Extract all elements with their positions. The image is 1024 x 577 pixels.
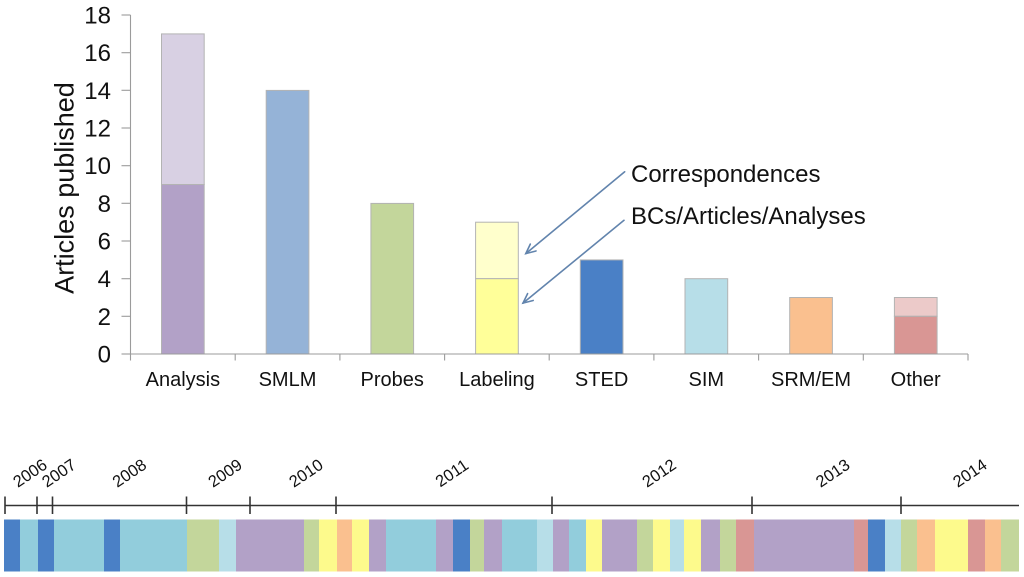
svg-text:0: 0 — [98, 342, 111, 369]
svg-text:BCs/Articles/Analyses: BCs/Articles/Analyses — [631, 203, 866, 230]
svg-text:8: 8 — [98, 191, 111, 218]
svg-text:2013: 2013 — [813, 456, 854, 491]
svg-text:Labeling: Labeling — [459, 369, 535, 391]
svg-text:2011: 2011 — [432, 456, 471, 491]
svg-text:Other: Other — [891, 369, 941, 391]
svg-text:10: 10 — [84, 153, 111, 180]
svg-text:STED: STED — [575, 369, 628, 391]
svg-text:2009: 2009 — [205, 456, 246, 491]
svg-text:4: 4 — [98, 266, 111, 293]
svg-text:2014: 2014 — [950, 456, 991, 491]
svg-text:2: 2 — [98, 304, 111, 331]
svg-text:16: 16 — [84, 40, 111, 67]
svg-text:18: 18 — [84, 3, 111, 30]
svg-text:Articles published: Articles published — [50, 82, 80, 294]
svg-text:SMLM: SMLM — [259, 369, 317, 391]
svg-text:6: 6 — [98, 229, 111, 256]
svg-text:2008: 2008 — [109, 456, 150, 491]
svg-text:SIM: SIM — [689, 369, 725, 391]
svg-text:Probes: Probes — [361, 369, 424, 391]
svg-text:Correspondences: Correspondences — [631, 161, 820, 188]
svg-text:Analysis: Analysis — [146, 369, 220, 391]
svg-text:2012: 2012 — [639, 456, 680, 491]
svg-text:SRM/EM: SRM/EM — [771, 369, 851, 391]
svg-text:14: 14 — [84, 78, 111, 105]
svg-text:2010: 2010 — [286, 456, 327, 491]
svg-text:2007: 2007 — [39, 456, 80, 491]
svg-text:12: 12 — [84, 116, 111, 143]
